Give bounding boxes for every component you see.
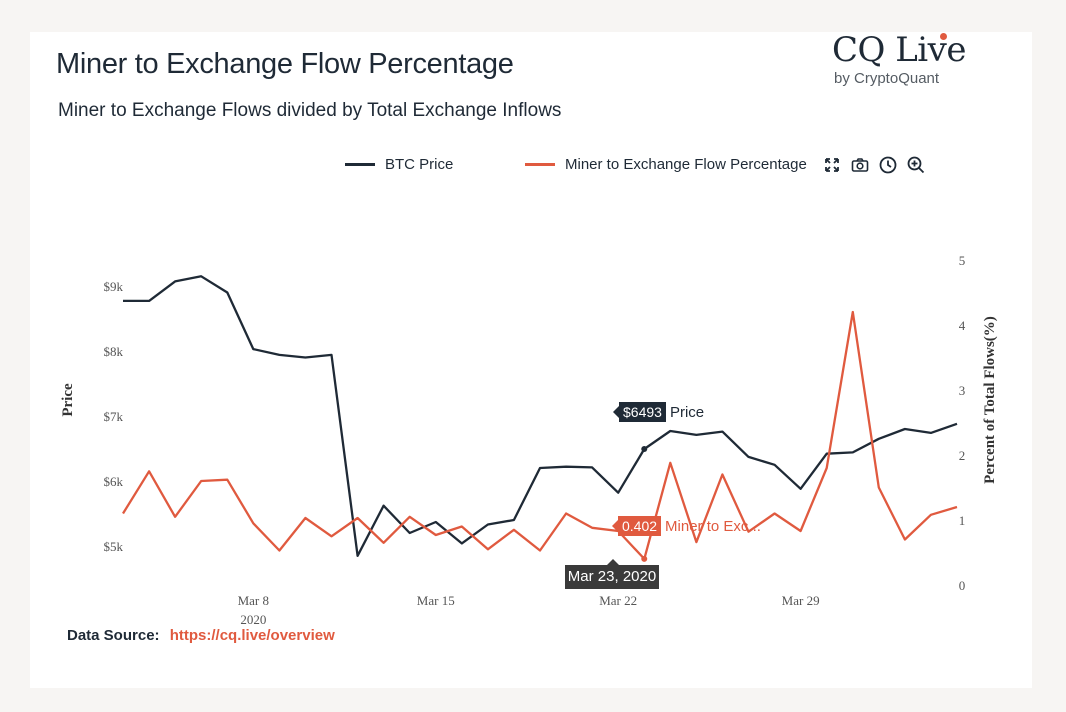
tooltip-flow-label: Miner to Exc... <box>665 517 761 535</box>
series-line <box>123 275 958 557</box>
y-right-tick-label: 4 <box>959 318 966 333</box>
legend-label: BTC Price <box>385 156 454 173</box>
tooltip-time: Mar 23, 2020 <box>565 559 659 589</box>
legend-item-flow[interactable]: Miner to Exchange Flow Percentage <box>525 156 807 173</box>
y-right-tick-label: 1 <box>959 513 966 528</box>
y-left-tick-label: $8k <box>104 344 124 359</box>
hover-point-price <box>641 445 648 452</box>
tooltip-price-value: $6493 <box>613 402 666 422</box>
page-title: Miner to Exchange Flow Percentage <box>56 48 514 80</box>
legend-label: Miner to Exchange Flow Percentage <box>565 156 807 173</box>
logo: CQ Live by CryptoQuant <box>832 30 972 87</box>
clock-icon[interactable] <box>878 155 898 175</box>
x-tick-label: Mar 15 <box>417 593 455 608</box>
camera-icon[interactable] <box>850 155 870 175</box>
x-tick-label: Mar 8 <box>238 593 269 608</box>
hover-point-flow <box>641 555 648 562</box>
chart-card <box>30 32 1032 688</box>
logo-dot <box>940 33 947 40</box>
tooltip-price: $6493 Price <box>613 402 705 422</box>
y-left-tick-label: $9k <box>104 279 124 294</box>
y-right-tick-label: 0 <box>959 578 966 593</box>
legend-item-btc-price[interactable]: BTC Price <box>345 156 453 173</box>
legend-swatch <box>525 163 555 166</box>
x-tick-label: Mar 22 <box>599 593 637 608</box>
tooltip-price-label: Price <box>669 403 705 421</box>
x-year-label: 2020 <box>240 612 266 627</box>
y-right-axis-title: Percent of Total Flows(%) <box>982 316 998 484</box>
data-source: Data Source: https://cq.live/overview <box>67 627 335 644</box>
x-tick-label: Mar 29 <box>782 593 820 608</box>
data-source-link[interactable]: https://cq.live/overview <box>169 627 335 644</box>
data-source-label: Data Source: <box>67 627 160 644</box>
legend-swatch <box>345 163 375 166</box>
chart-toolbar <box>822 155 926 175</box>
y-left-axis-title: Price <box>60 383 76 417</box>
tooltip-flow-value: 0.402 <box>611 516 662 536</box>
y-right-tick-label: 2 <box>959 448 966 463</box>
y-right-tick-label: 5 <box>959 253 966 268</box>
page-subtitle: Miner to Exchange Flows divided by Total… <box>58 100 562 121</box>
y-left-tick-label: $7k <box>104 409 124 424</box>
y-right-tick-label: 3 <box>959 383 966 398</box>
y-left-tick-label: $5k <box>104 539 124 554</box>
y-left-tick-label: $6k <box>104 474 124 489</box>
logo-sub-text: by CryptoQuant <box>834 70 940 87</box>
tooltip-flow: 0.402 Miner to Exc... <box>611 516 761 536</box>
series-line <box>122 310 958 561</box>
zoom-in-icon[interactable] <box>906 155 926 175</box>
fullscreen-icon[interactable] <box>822 155 842 175</box>
